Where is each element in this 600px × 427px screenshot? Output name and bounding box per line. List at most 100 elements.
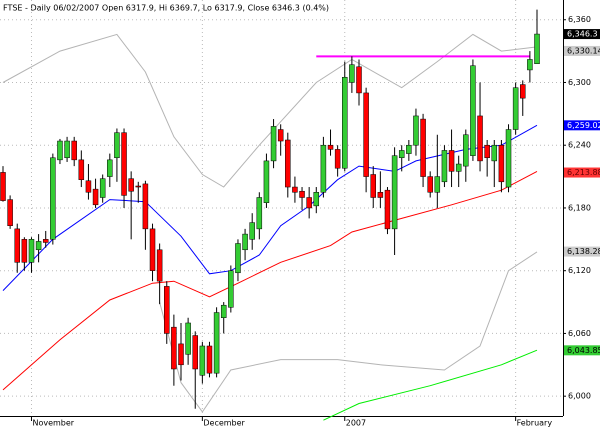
candle-body bbox=[477, 115, 483, 162]
candle-body bbox=[78, 159, 85, 180]
candle-body bbox=[534, 33, 540, 65]
candle-body bbox=[505, 129, 512, 188]
candle-body bbox=[263, 160, 270, 203]
candle-body bbox=[164, 286, 170, 334]
candle-body bbox=[342, 76, 348, 169]
y-tick-label: 6,300 bbox=[568, 78, 591, 87]
candle-body bbox=[470, 65, 476, 156]
candle-body bbox=[121, 132, 127, 196]
value-badge-label: 6,213.88 bbox=[567, 168, 600, 177]
candle-body bbox=[427, 176, 433, 193]
candle-body bbox=[334, 149, 341, 169]
value-badge-label: 6,346.3 bbox=[567, 30, 598, 39]
candle-body bbox=[35, 241, 42, 251]
indicator-line bbox=[2, 33, 538, 188]
candle-body bbox=[384, 189, 391, 230]
x-tick-label: December bbox=[203, 419, 245, 427]
candle-body bbox=[28, 239, 35, 263]
candle-body bbox=[50, 157, 56, 240]
candle-body bbox=[114, 132, 120, 159]
y-tick-label: 6,000 bbox=[568, 392, 591, 401]
value-badge-label: 6,259.02 bbox=[567, 121, 600, 130]
candle-body bbox=[206, 345, 213, 374]
candle-body bbox=[406, 144, 412, 154]
candle-body bbox=[349, 64, 355, 83]
y-tick-label: 6,180 bbox=[568, 203, 591, 212]
candle-body bbox=[370, 174, 376, 198]
candle-body bbox=[292, 186, 298, 193]
candle-body bbox=[420, 118, 426, 177]
candle-body bbox=[434, 176, 441, 193]
candle-body bbox=[92, 188, 99, 206]
x-tick-label: November bbox=[32, 419, 74, 427]
candle-body bbox=[7, 199, 13, 226]
candle-body bbox=[213, 312, 220, 374]
value-badge bbox=[564, 45, 600, 56]
candle-body bbox=[85, 180, 92, 193]
candle-body bbox=[107, 159, 113, 177]
y-tick-label: 6,060 bbox=[568, 329, 591, 338]
candle-body bbox=[142, 183, 149, 230]
candle-body bbox=[455, 163, 462, 172]
chart-title: FTSE - Daily 06/02/2007 Open 6317.9, Hi … bbox=[3, 4, 329, 13]
y-tick-label: 6,120 bbox=[568, 266, 591, 275]
candle-body bbox=[156, 249, 163, 282]
candle-body bbox=[171, 326, 177, 370]
value-badge-label: 6,138.28 bbox=[567, 247, 600, 256]
candle-body bbox=[377, 192, 384, 198]
candle-body bbox=[42, 239, 49, 243]
candle-body bbox=[228, 270, 234, 308]
value-badge bbox=[564, 29, 600, 40]
candle-body bbox=[242, 233, 248, 251]
candle-body bbox=[441, 150, 448, 183]
candle-body bbox=[178, 343, 184, 366]
candle-body bbox=[356, 66, 362, 94]
value-badge-label: 6,330.14 bbox=[567, 46, 600, 55]
candle-body bbox=[128, 178, 134, 192]
candle-body bbox=[14, 228, 20, 263]
candle-body bbox=[192, 335, 198, 370]
candle-body bbox=[249, 222, 255, 240]
candle-body bbox=[64, 140, 70, 159]
x-tick-label: 2007 bbox=[346, 419, 366, 427]
indicator-line bbox=[2, 124, 538, 291]
candle-body bbox=[491, 144, 498, 162]
candle-body bbox=[520, 84, 526, 99]
indicator-line bbox=[323, 349, 538, 421]
candle-body bbox=[299, 190, 305, 198]
value-badge bbox=[564, 167, 600, 178]
candle-body bbox=[391, 155, 398, 230]
x-tick-label: February bbox=[517, 419, 553, 427]
candle-body bbox=[448, 150, 455, 172]
candle-body bbox=[398, 150, 405, 159]
candle-body bbox=[313, 192, 320, 207]
candle-body bbox=[363, 92, 369, 177]
candle-body bbox=[220, 304, 227, 319]
candle-body bbox=[149, 228, 156, 271]
candle-body bbox=[71, 140, 77, 161]
y-tick-label: 6,240 bbox=[568, 141, 591, 150]
candle-body bbox=[285, 139, 291, 188]
candle-body bbox=[527, 59, 533, 71]
candle-body bbox=[277, 129, 284, 142]
value-badge bbox=[564, 246, 600, 257]
candle-body bbox=[413, 115, 419, 146]
candle-body bbox=[21, 239, 28, 263]
candle-body bbox=[320, 144, 327, 193]
candle-body bbox=[484, 144, 490, 159]
candle-body bbox=[498, 144, 505, 183]
value-badge-label: 6,043.85 bbox=[567, 346, 600, 355]
candle-body bbox=[57, 140, 63, 161]
candle-body bbox=[463, 134, 469, 167]
indicator-line bbox=[2, 170, 538, 391]
candle-body bbox=[512, 87, 519, 130]
candle-body bbox=[235, 243, 241, 274]
candle-body bbox=[0, 172, 6, 201]
candle-body bbox=[327, 144, 334, 150]
candle-body bbox=[199, 345, 206, 376]
candle-body bbox=[185, 322, 191, 355]
candle-body bbox=[256, 197, 263, 230]
candle-body bbox=[99, 178, 106, 198]
value-badge bbox=[564, 345, 600, 356]
